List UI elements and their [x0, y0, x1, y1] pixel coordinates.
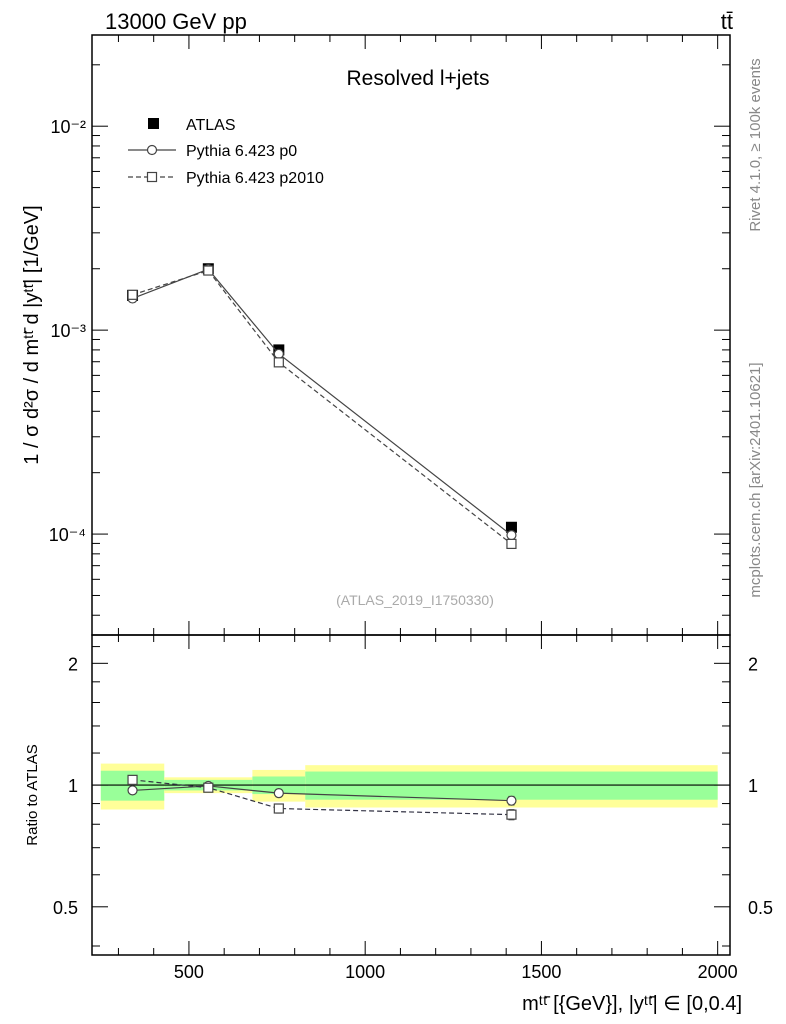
analysis-id: (ATLAS_2019_I1750330) — [336, 592, 494, 608]
x-tick-label: 1500 — [521, 962, 561, 982]
series-p0-point — [273, 348, 284, 359]
x-tick-label: 1000 — [345, 962, 385, 982]
ratio-p2010-line — [132, 779, 512, 816]
y-tick-label: 10⁻⁴ — [49, 525, 86, 545]
ratio-tick-label-right: 2 — [748, 654, 758, 674]
ratio-tick-label-left: 0.5 — [53, 898, 78, 918]
ratio-tick-label-left: 1 — [68, 776, 78, 796]
source-label: mcplots.cern.ch [arXiv:2401.10621] — [747, 362, 764, 597]
series-p0-point — [127, 785, 138, 796]
series-p0-line — [132, 268, 512, 536]
process-label: tt̄ — [721, 9, 733, 34]
legend-p0-label: Pythia 6.423 p0 — [186, 143, 297, 160]
legend-atlas-label: ATLAS — [186, 117, 236, 134]
ratio-tick-label-right: 1 — [748, 776, 758, 796]
legend-atlas-marker — [148, 118, 159, 129]
series-p2010-point — [506, 809, 517, 820]
ratio-tick-label-left: 2 — [68, 654, 78, 674]
energy-label: 13000 GeV pp — [105, 9, 247, 34]
series-p2010-point — [203, 782, 214, 793]
atlas-data-point — [505, 521, 517, 533]
y-axis-label: 1 / σ d²σ / d mᵗᵗ̄ d |yᵗᵗ̄| [1/GeV] — [21, 205, 43, 464]
chart-title: Resolved l+jets — [347, 67, 490, 90]
series-p2010-point — [273, 803, 284, 814]
series-p0-point — [506, 530, 517, 541]
ratio-p0-line — [132, 785, 512, 802]
legend-p2010-label: Pythia 6.423 p2010 — [186, 170, 324, 187]
x-tick-label: 500 — [174, 962, 204, 982]
series-p0-point — [506, 795, 517, 806]
y-tick-label: 10⁻² — [50, 117, 86, 137]
legend-p2010-marker — [146, 171, 158, 183]
ratio-plot-frame — [91, 634, 731, 956]
series-p2010-point — [127, 289, 138, 300]
series-p2010-point — [203, 265, 214, 276]
x-axis-label: mᵗᵗ̄ [{GeV}], |yᵗᵗ̄| ∈ [0,0.4] — [522, 993, 742, 1015]
ratio-axis-label: Ratio to ATLAS — [24, 744, 41, 845]
ratio-uncertainty-bands — [92, 763, 730, 810]
legend: ATLAS Pythia 6.423 p0 Pythia 6.423 p2010 — [128, 117, 324, 187]
legend-p0-marker — [146, 144, 158, 156]
x-tick-label: 2000 — [698, 962, 738, 982]
series-p2010-point — [273, 357, 284, 368]
series-p2010-point — [127, 774, 138, 785]
ratio-tick-label-right: 0.5 — [748, 898, 773, 918]
y-tick-label: 10⁻³ — [50, 321, 86, 341]
series-p2010-line — [132, 269, 512, 545]
series-p0-point — [273, 788, 284, 799]
series-p2010-point — [506, 538, 517, 550]
rivet-version-label: Rivet 4.1.0, ≥ 100k events — [747, 58, 764, 231]
